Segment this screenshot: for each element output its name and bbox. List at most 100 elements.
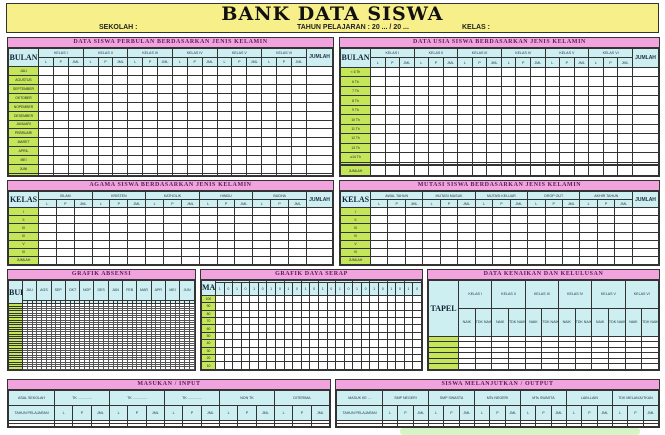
sub-column-header: P <box>559 57 575 68</box>
column-group-header: KELAS II <box>491 280 526 309</box>
table-cell <box>335 331 345 341</box>
school-label: SEKOLAH : <box>99 24 138 31</box>
table-cell <box>387 223 406 233</box>
table-cell <box>112 92 129 103</box>
table-cell <box>276 155 292 166</box>
table-cell <box>201 173 218 176</box>
sub-column-header: 1 <box>369 282 379 296</box>
table-cell <box>38 119 54 130</box>
table-cell <box>457 133 473 144</box>
table-cell <box>257 309 268 319</box>
section-title: MUTASI SISWA BERDASARKAN JENIS KELAMIN <box>340 181 659 191</box>
table-cell <box>395 324 405 333</box>
table-cell <box>335 302 345 311</box>
table-cell <box>186 173 203 176</box>
table-cell <box>91 247 111 257</box>
table-cell <box>276 128 292 139</box>
sub-column-header: 0 <box>275 282 285 296</box>
table-cell <box>171 110 188 121</box>
table-cell <box>290 110 308 121</box>
table-cell <box>632 239 659 249</box>
table-cell <box>588 142 604 154</box>
table-cell <box>67 83 84 94</box>
table-cell <box>283 324 294 333</box>
table-cell <box>82 173 99 176</box>
table-cell <box>163 423 184 427</box>
table-cell <box>232 309 242 319</box>
table-cell <box>399 76 415 87</box>
sub-column-header: 1 <box>317 282 328 296</box>
table-cell <box>428 66 444 78</box>
table-cell <box>317 309 328 319</box>
subheader-row: L P JML L P JML L P JML L P JML L P JML <box>341 199 659 209</box>
table-cell <box>632 85 659 97</box>
table-cell <box>292 361 302 370</box>
table-cell <box>276 92 292 103</box>
table-cell <box>530 133 546 144</box>
table-cell <box>38 173 54 176</box>
sub-column-header: P <box>231 56 248 67</box>
sub-column-header: P <box>471 57 488 68</box>
table-cell <box>596 223 616 233</box>
table-cell <box>544 85 561 97</box>
table-cell <box>404 215 424 225</box>
table-cell <box>306 74 333 85</box>
sub-column-header: NAIK <box>557 307 576 337</box>
table-cell <box>399 133 415 144</box>
table-row: 90 <box>201 302 422 311</box>
table-cell <box>292 423 312 427</box>
column-group-header: KELAS VI <box>261 48 307 58</box>
table-cell <box>399 66 415 78</box>
sub-column-header: L <box>519 405 537 421</box>
table-cell <box>335 339 345 348</box>
sub-column-header: JML <box>486 57 502 68</box>
table-cell <box>234 223 254 233</box>
table-cell <box>201 110 218 121</box>
table-row: 80 <box>201 309 422 319</box>
sub-column-header: JML <box>442 57 459 68</box>
sub-column-header: JML <box>67 56 84 67</box>
sub-column-header: JML <box>596 405 613 421</box>
table-cell <box>67 146 84 157</box>
table-cell <box>257 339 268 348</box>
table-cell <box>216 83 233 94</box>
table-cell <box>112 101 129 112</box>
table-cell <box>617 76 633 87</box>
table-cell <box>370 66 386 78</box>
table-cell <box>530 152 546 163</box>
table-cell <box>142 92 158 103</box>
table-cell <box>127 83 144 94</box>
row-label: V <box>340 239 371 249</box>
table-cell <box>602 133 619 144</box>
table-cell <box>378 294 388 304</box>
table-cell <box>386 339 397 348</box>
table-cell <box>471 114 488 125</box>
sub-column-header: P <box>52 56 69 67</box>
table-cell <box>317 361 328 370</box>
table-cell <box>216 128 233 139</box>
table-cell <box>73 215 93 225</box>
table-row <box>428 341 659 348</box>
table-cell <box>300 339 311 348</box>
table-cell <box>216 247 236 257</box>
table-cell <box>232 302 242 311</box>
table-cell <box>457 152 473 163</box>
table-row: APRIL <box>8 146 333 157</box>
table-cell <box>326 302 337 311</box>
table-cell <box>309 346 319 356</box>
table-cell <box>234 231 254 241</box>
table-cell <box>474 255 494 266</box>
sub-column-header: L <box>611 405 629 421</box>
sub-column-header: JML <box>255 405 275 421</box>
total-header: JUMLAH <box>306 190 333 209</box>
table-cell <box>67 101 84 112</box>
table-cell <box>386 317 397 326</box>
table-cell <box>588 85 604 97</box>
table-cell <box>632 95 659 106</box>
table-cell <box>171 164 188 175</box>
table-cell <box>157 74 173 85</box>
table-cell <box>276 119 292 130</box>
row-label: II <box>340 215 371 225</box>
row-label: III <box>8 223 39 233</box>
table-cell <box>471 133 488 144</box>
